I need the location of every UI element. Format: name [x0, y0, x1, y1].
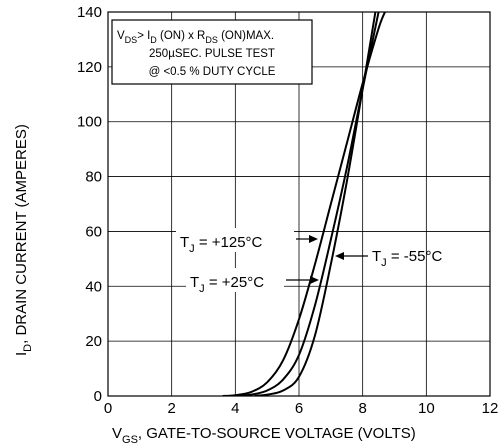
y-axis-title: ID, DRAIN CURRENT (AMPERES) — [13, 124, 34, 356]
label-125c-rest: = +125°C — [195, 234, 263, 251]
conditions-line-2: 250µSEC. PULSE TEST — [149, 48, 275, 60]
x-tick-label: 0 — [104, 400, 112, 417]
cond-on-max: (ON)MAX. — [218, 30, 274, 42]
label-25c-rest: = +25°C — [205, 274, 265, 291]
x-tick-label: 2 — [167, 400, 175, 417]
y-tick-label: 140 — [77, 4, 102, 21]
x-tick-label: 12 — [482, 400, 499, 417]
y-tick-label: 40 — [85, 278, 102, 295]
x-tick-label: 8 — [358, 400, 366, 417]
label-125c-sub: J — [189, 243, 195, 255]
y-tick-label: 100 — [77, 114, 102, 131]
cond-ds-sub-2: DS — [205, 35, 218, 45]
label-25c-t: T — [190, 274, 199, 291]
label-125c-text: TJ = +125°C — [180, 234, 263, 255]
y-tick-label: 60 — [85, 223, 102, 240]
label-minus55c: TJ = -55°C — [335, 248, 442, 269]
plot-border — [107, 11, 491, 397]
conditions-line-3: @ <0.5 % DUTY CYCLE — [149, 66, 276, 78]
label-55c-text: TJ = -55°C — [372, 248, 442, 269]
x-axis-title: VGS, GATE-TO-SOURCE VOLTAGE (VOLTS) — [112, 425, 416, 446]
label-55c-sub: J — [381, 257, 387, 269]
y-title-i: I — [13, 352, 30, 356]
series-line-tj-minus55c — [254, 12, 377, 396]
x-title-sub: GS — [122, 434, 138, 446]
label-25c-text: TJ = +25°C — [190, 274, 264, 295]
conditions-box-border — [111, 19, 313, 85]
cond-gt-i: > I — [137, 30, 150, 42]
cond-ds-sub: DS — [125, 35, 138, 45]
label-25c-bg — [186, 268, 284, 292]
y-title-rest: , DRAIN CURRENT (AMPERES) — [13, 124, 30, 344]
y-tick-label: 0 — [94, 388, 102, 405]
arrow-25c-head — [310, 276, 319, 284]
x-tick-label: 10 — [418, 400, 435, 417]
label-25c: TJ = +25°C — [186, 268, 319, 295]
x-tick-label: 4 — [231, 400, 239, 417]
x-tick-label: 6 — [295, 400, 303, 417]
series-layer — [222, 12, 386, 396]
arrow-55c-head — [335, 252, 344, 260]
y-tick-label: 20 — [85, 333, 102, 350]
cond-on-x-r: (ON) x R — [157, 30, 206, 42]
test-conditions-box: VDS> ID (ON) x RDS (ON)MAX. 250µSEC. PUL… — [111, 19, 313, 85]
label-25c-sub: J — [199, 283, 205, 295]
x-title-v: V — [112, 425, 122, 442]
y-title-sub: D — [22, 344, 34, 352]
label-55c-rest: = -55°C — [387, 248, 443, 265]
cond-d-sub: D — [150, 35, 157, 45]
y-tick-label: 80 — [85, 169, 102, 186]
label-125c: TJ = +125°C — [176, 228, 318, 255]
label-125c-bg — [176, 228, 294, 252]
x-title-rest: , GATE-TO-SOURCE VOLTAGE (VOLTS) — [138, 425, 416, 442]
y-tick-label: 120 — [77, 59, 102, 76]
label-55c-t: T — [372, 248, 381, 265]
label-125c-t: T — [180, 234, 189, 251]
cond-v: V — [117, 30, 125, 42]
arrow-125c-head — [309, 235, 318, 243]
curve-labels: TJ = +125°C TJ = +25°C TJ = -55°C — [176, 228, 442, 295]
conditions-line-1: VDS> ID (ON) x RDS (ON)MAX. — [117, 30, 274, 45]
